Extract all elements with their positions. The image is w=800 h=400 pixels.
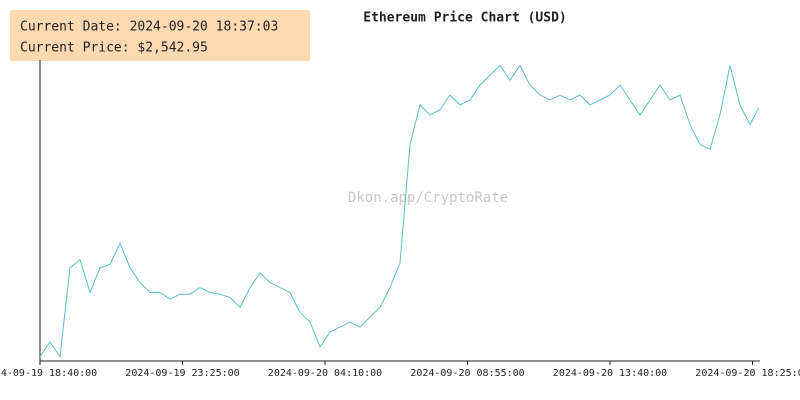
price-line: [39, 64, 759, 359]
current-price: Current Price: $2,542.95: [20, 41, 208, 56]
x-tick-label: 2024-09-20 18:25:00: [695, 368, 800, 379]
x-tick-label: 2024-09-20 13:40:00: [553, 368, 667, 379]
x-tick-label: 2024-09-20 08:55:00: [410, 368, 524, 379]
x-tick-label: 2024-09-20 04:10:00: [268, 368, 382, 379]
x-tick-label: 2024-09-19 18:40:00: [0, 368, 97, 379]
x-tick-label: 2024-09-19 23:25:00: [125, 368, 239, 379]
watermark: Dkon.app/CryptoRate: [348, 190, 508, 206]
current-date: Current Date: 2024-09-20 18:37:03: [20, 20, 278, 35]
info-box: [10, 10, 310, 61]
chart-title: Ethereum Price Chart (USD): [363, 11, 567, 26]
